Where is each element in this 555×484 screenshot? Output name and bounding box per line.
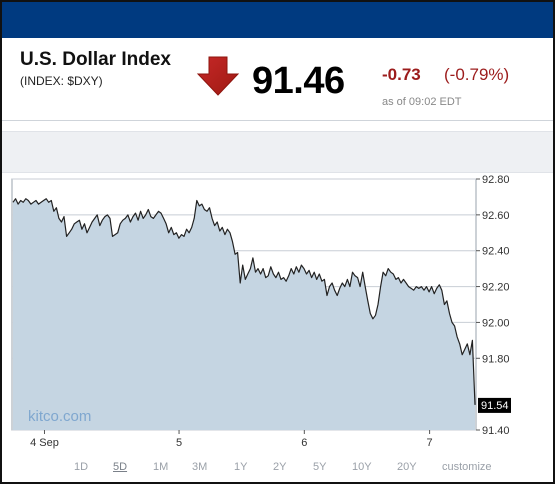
price-change-percent: (-0.79%) [444, 65, 510, 84]
price-change: -0.73 [382, 65, 421, 84]
x-tick-label: 7 [427, 437, 433, 449]
range-20y-button[interactable]: 20Y [397, 461, 417, 473]
current-price: 91.46 [252, 60, 345, 102]
price-chart[interactable]: 92.80 92.60 92.40 92.20 92.00 91.80 91.40 4 Se… [2, 172, 553, 460]
quote-header: U.S. Dollar Index (INDEX: $DXY) 91.46 -0… [2, 38, 553, 121]
top-bar [2, 2, 553, 38]
range-3m-button[interactable]: 3M [192, 461, 208, 473]
watermark-text: kitco.com [28, 408, 91, 425]
x-tick-label: 6 [301, 437, 307, 449]
toolbar-band [2, 131, 553, 173]
range-5y-button[interactable]: 5Y [313, 461, 327, 473]
x-tick-label: 4 Sep [30, 437, 59, 449]
chart-series [12, 198, 476, 430]
y-tick-label: 92.60 [482, 210, 510, 222]
last-price-marker: 91.54 [478, 397, 511, 413]
arrow-down-icon [196, 56, 240, 96]
y-tick-label: 92.40 [482, 246, 510, 258]
range-customize-button[interactable]: customize [442, 461, 492, 473]
series-line [12, 198, 476, 405]
range-10y-button[interactable]: 10Y [352, 461, 372, 473]
range-selector: 1D 5D 1M 3M 1Y 2Y 5Y 10Y 20Y customize [2, 459, 553, 479]
range-1y-button[interactable]: 1Y [234, 461, 248, 473]
instrument-name: U.S. Dollar Index [20, 49, 171, 70]
quote-timestamp: as of 09:02 EDT [382, 96, 462, 108]
y-tick-label: 92.80 [482, 174, 510, 186]
range-1m-button[interactable]: 1M [153, 461, 169, 473]
x-tick-label: 5 [176, 437, 182, 449]
y-tick-label: 92.20 [482, 282, 510, 294]
y-axis: 92.80 92.60 92.40 92.20 92.00 91.80 91.40 [476, 174, 510, 437]
range-5d-button[interactable]: 5D [113, 461, 128, 473]
range-1d-button[interactable]: 1D [74, 461, 89, 473]
instrument-ticker: (INDEX: $DXY) [20, 74, 103, 88]
x-axis: 4 Sep 5 6 7 [30, 430, 433, 449]
y-tick-label: 92.00 [482, 317, 510, 329]
y-tick-label: 91.80 [482, 353, 510, 365]
series-area [13, 198, 475, 430]
range-2y-button[interactable]: 2Y [273, 461, 287, 473]
y-tick-label: 91.40 [482, 425, 510, 437]
last-price-label: 91.54 [481, 400, 509, 412]
